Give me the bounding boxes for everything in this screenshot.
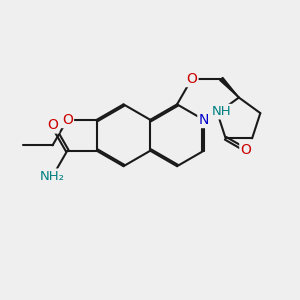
Text: N: N [199, 113, 209, 127]
Text: NH₂: NH₂ [40, 170, 65, 183]
Polygon shape [220, 77, 239, 98]
Text: O: O [62, 113, 73, 127]
Text: O: O [47, 118, 58, 132]
Text: O: O [186, 72, 197, 86]
Text: NH: NH [212, 105, 232, 118]
Text: O: O [241, 143, 251, 157]
